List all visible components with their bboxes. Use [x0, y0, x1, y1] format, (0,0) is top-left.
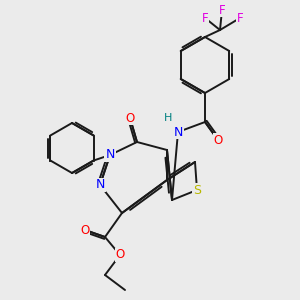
Text: N: N	[95, 178, 105, 191]
Text: F: F	[202, 11, 208, 25]
Text: N: N	[173, 125, 183, 139]
Text: N: N	[105, 148, 115, 161]
Text: O: O	[116, 248, 124, 262]
Text: H: H	[164, 113, 172, 123]
Text: O: O	[80, 224, 90, 236]
Text: S: S	[193, 184, 201, 196]
Text: O: O	[213, 134, 223, 146]
Text: F: F	[219, 4, 225, 16]
Text: O: O	[125, 112, 135, 124]
Text: F: F	[237, 11, 243, 25]
